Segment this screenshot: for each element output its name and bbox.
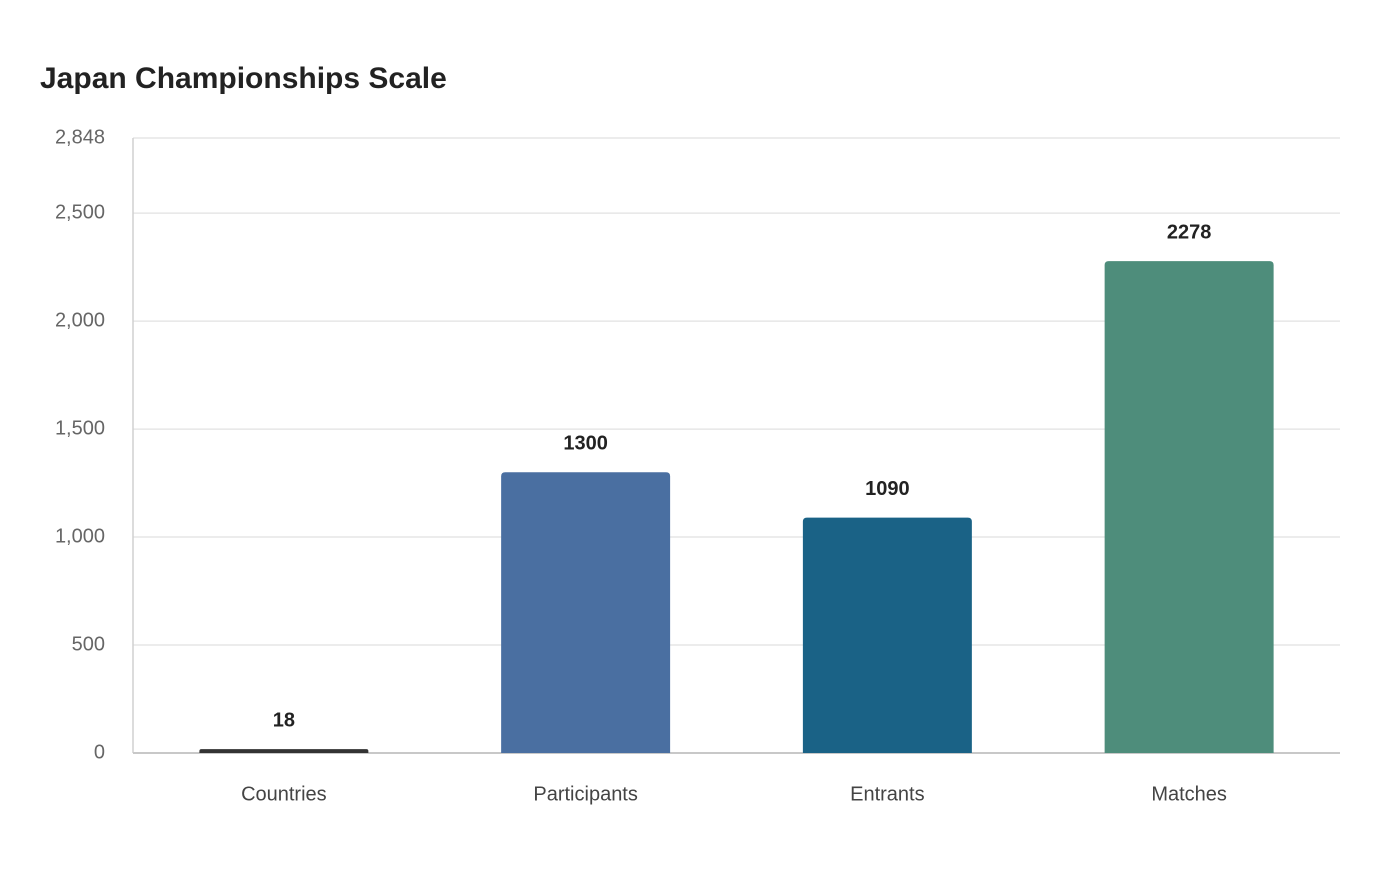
value-label: 1090 [865,478,910,500]
y-tick-label: 0 [94,741,105,763]
chart-title: Japan Championships Scale [40,62,447,95]
x-tick-label: Entrants [850,783,924,805]
y-tick-label: 2,848 [55,126,105,148]
bar [501,472,671,753]
x-tick-label: Matches [1151,783,1227,805]
y-tick-label: 1,500 [55,417,105,439]
y-tick-label: 2,500 [55,201,105,223]
bar [1104,261,1274,753]
bar [802,517,972,753]
value-label: 18 [273,709,295,731]
value-label: 2278 [1167,221,1212,243]
bar [199,749,369,753]
y-tick-label: 500 [72,633,105,655]
x-tick-label: Countries [241,783,327,805]
value-label: 1300 [563,433,608,455]
y-tick-label: 2,000 [55,309,105,331]
y-tick-label: 1,000 [55,525,105,547]
x-tick-label: Participants [533,783,638,805]
